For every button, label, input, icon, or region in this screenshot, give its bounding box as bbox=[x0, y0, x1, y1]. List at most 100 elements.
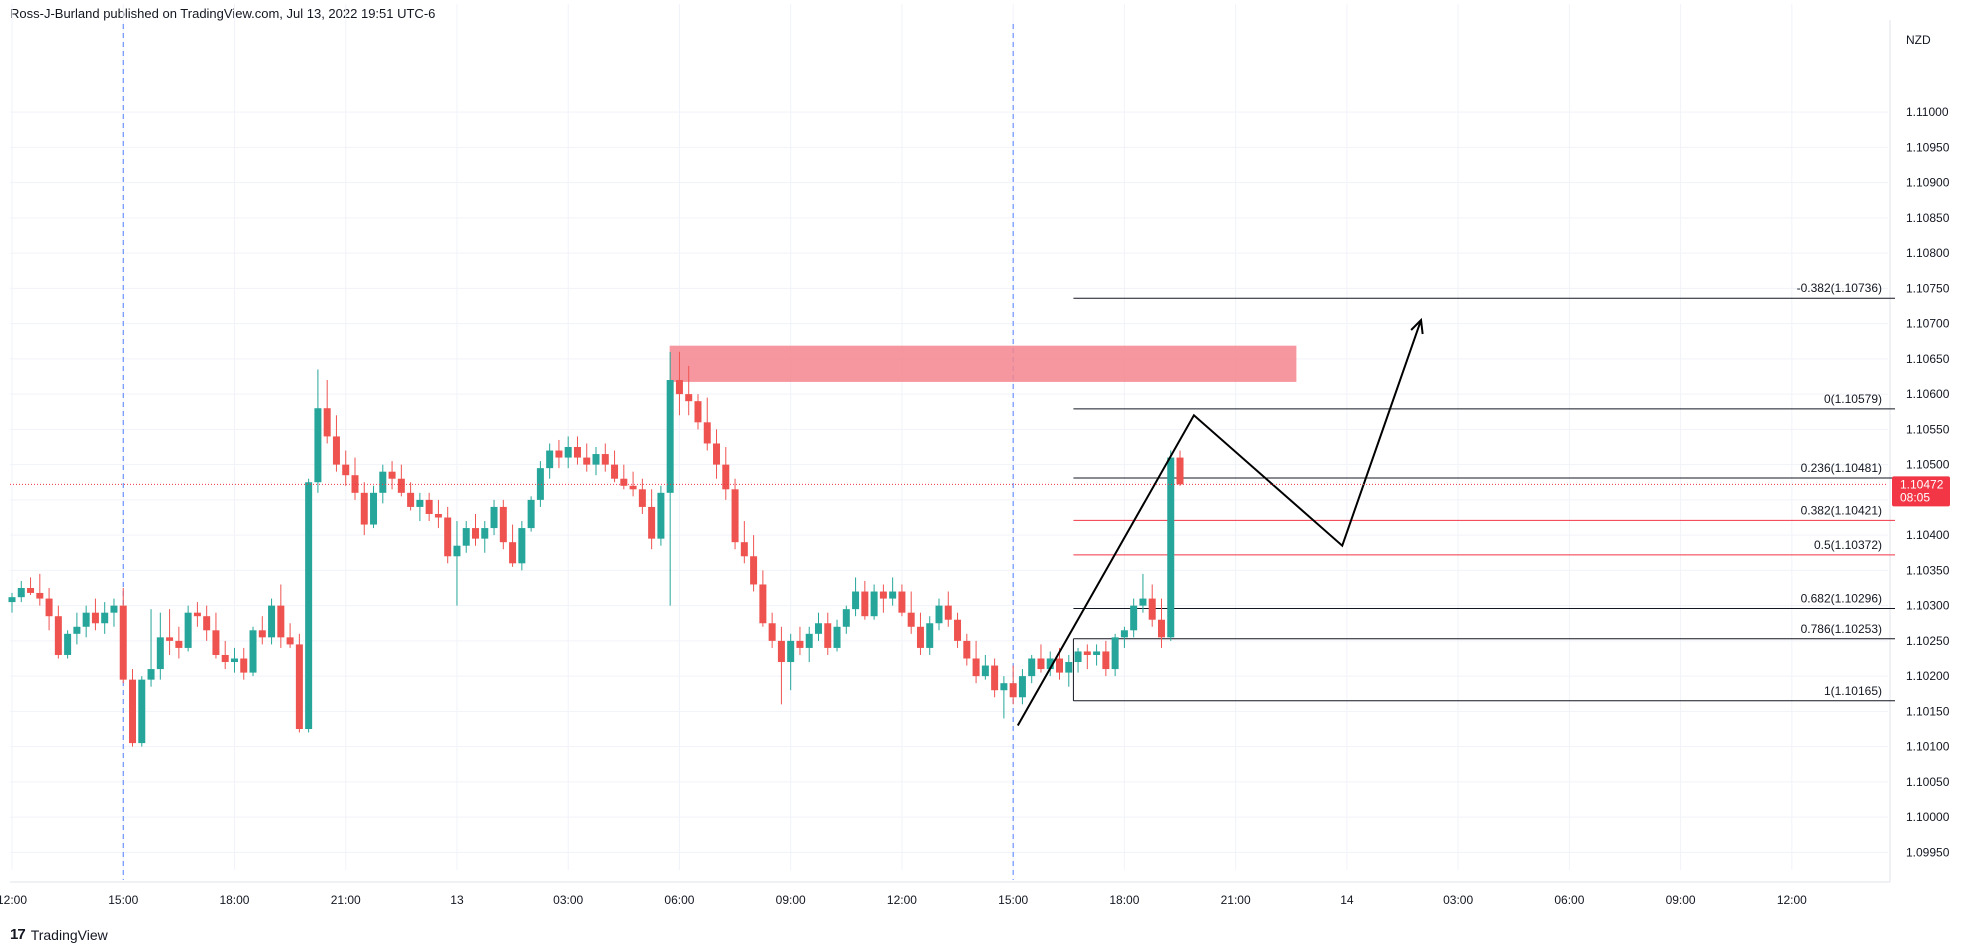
projection-arrowhead bbox=[1410, 317, 1424, 335]
candle-body bbox=[1009, 683, 1017, 698]
candle-body bbox=[1000, 683, 1008, 691]
price-tick-label: 1.10050 bbox=[1906, 775, 1950, 789]
footer: 17 TradingView bbox=[10, 926, 108, 943]
time-tick-label: 21:00 bbox=[331, 893, 361, 907]
candle-body bbox=[694, 401, 702, 423]
fib-level-label: 0.786(1.10253) bbox=[1801, 622, 1882, 636]
candle-body bbox=[611, 464, 619, 479]
fib-level-label: 0.5(1.10372) bbox=[1814, 538, 1882, 552]
candle-body bbox=[527, 499, 535, 529]
candle-body bbox=[462, 528, 470, 546]
price-tick-label: 1.10550 bbox=[1906, 422, 1950, 436]
candle-body bbox=[601, 454, 609, 465]
candle-body bbox=[407, 492, 415, 507]
candle-body bbox=[1056, 658, 1064, 673]
candle-body bbox=[499, 506, 507, 543]
candle-body bbox=[963, 640, 971, 659]
candle-body bbox=[1018, 676, 1026, 698]
candle-body bbox=[82, 612, 90, 627]
fib-level-label: 0(1.10579) bbox=[1824, 392, 1882, 406]
last-price-value: 1.10472 bbox=[1900, 477, 1944, 491]
candle-body bbox=[740, 542, 748, 557]
candle-body bbox=[397, 478, 405, 493]
candle-body bbox=[1176, 457, 1184, 485]
fib-level-label: 1(1.10165) bbox=[1824, 684, 1882, 698]
candle-body bbox=[1046, 658, 1054, 670]
candle-body bbox=[351, 475, 359, 493]
fib-retracement[interactable]: -0.382(1.10736) 0(1.10579) 0.236(1.10481) 0… bbox=[1072, 281, 1895, 702]
candle-body bbox=[221, 654, 229, 663]
candle-body bbox=[722, 464, 730, 490]
price-axis[interactable]: NZD 1.11000 1.10950 1.10900 1.10850 1.10800 1.… bbox=[1906, 33, 1950, 859]
supply-zone[interactable] bbox=[669, 345, 1297, 382]
candle-body bbox=[73, 626, 81, 634]
candle-body bbox=[852, 591, 860, 610]
candle-body bbox=[981, 665, 989, 677]
price-tick-label: 1.10900 bbox=[1906, 176, 1950, 190]
candle-body bbox=[814, 623, 822, 634]
last-price-countdown: 08:05 bbox=[1900, 490, 1930, 504]
price-tick-label: 1.10700 bbox=[1906, 317, 1950, 331]
time-tick-label: 14 bbox=[1340, 893, 1354, 907]
candle-body bbox=[370, 492, 378, 525]
candle-body bbox=[583, 457, 591, 465]
candle-body bbox=[277, 605, 285, 638]
price-tick-label: 1.10400 bbox=[1906, 528, 1950, 542]
candle-body bbox=[1120, 630, 1128, 638]
time-tick-label: 06:00 bbox=[664, 893, 694, 907]
candlesticks bbox=[8, 351, 1184, 747]
publish-info: Ross-J-Burland published on TradingView.… bbox=[10, 6, 436, 21]
candle-body bbox=[759, 584, 767, 624]
candle-body bbox=[731, 489, 739, 543]
candle-body bbox=[713, 443, 721, 465]
candle-body bbox=[1093, 651, 1101, 655]
candle-body bbox=[536, 468, 544, 500]
candle-body bbox=[648, 506, 656, 539]
price-tick-label: 1.10750 bbox=[1906, 281, 1950, 295]
time-tick-label: 06:00 bbox=[1554, 893, 1584, 907]
price-tick-label: 1.10800 bbox=[1906, 246, 1950, 260]
supply-zone-rect bbox=[669, 345, 1297, 382]
candle-body bbox=[119, 605, 127, 680]
candle-body bbox=[268, 605, 276, 638]
time-tick-label: 15:00 bbox=[108, 893, 138, 907]
candle-body bbox=[1102, 651, 1110, 670]
candle-body bbox=[1139, 598, 1147, 606]
candle-body bbox=[379, 471, 387, 493]
candle-body bbox=[629, 485, 637, 490]
candle-body bbox=[212, 630, 220, 655]
candle-body bbox=[750, 556, 758, 585]
price-tick-label: 1.10950 bbox=[1906, 140, 1950, 154]
candle-body bbox=[620, 478, 628, 486]
candle-body bbox=[768, 623, 776, 641]
price-tick-label: 1.09950 bbox=[1906, 845, 1950, 859]
candle-body bbox=[1083, 651, 1091, 655]
time-tick-label: 18:00 bbox=[219, 893, 249, 907]
candle-body bbox=[879, 591, 887, 599]
candle-body bbox=[1111, 637, 1119, 670]
candle-body bbox=[425, 499, 433, 514]
time-axis[interactable]: 12:00 15:00 18:00 21:00 13 03:00 06:00 09:00 12:… bbox=[0, 893, 1807, 907]
candle-body bbox=[1028, 658, 1036, 677]
candle-body bbox=[240, 658, 248, 673]
candle-body bbox=[175, 640, 183, 648]
candle-body bbox=[101, 612, 109, 624]
tradingview-logo-icon: 17 bbox=[10, 926, 26, 943]
time-tick-label: 12:00 bbox=[0, 893, 27, 907]
candle-body bbox=[36, 592, 44, 599]
candle-body bbox=[360, 492, 368, 525]
price-tick-label: 1.10300 bbox=[1906, 599, 1950, 613]
candle-body bbox=[1167, 457, 1175, 638]
fib-level-label: 0.682(1.10296) bbox=[1801, 591, 1882, 605]
candle-body bbox=[842, 609, 850, 627]
projection-drawing[interactable] bbox=[1016, 317, 1424, 726]
price-tick-label: 1.10200 bbox=[1906, 669, 1950, 683]
price-tick-label: 1.10100 bbox=[1906, 740, 1950, 754]
candle-body bbox=[573, 447, 581, 458]
candle-body bbox=[453, 545, 461, 557]
time-tick-label: 21:00 bbox=[1221, 893, 1251, 907]
candle-body bbox=[1037, 658, 1045, 670]
candle-body bbox=[926, 623, 934, 648]
candle-body bbox=[472, 528, 479, 539]
